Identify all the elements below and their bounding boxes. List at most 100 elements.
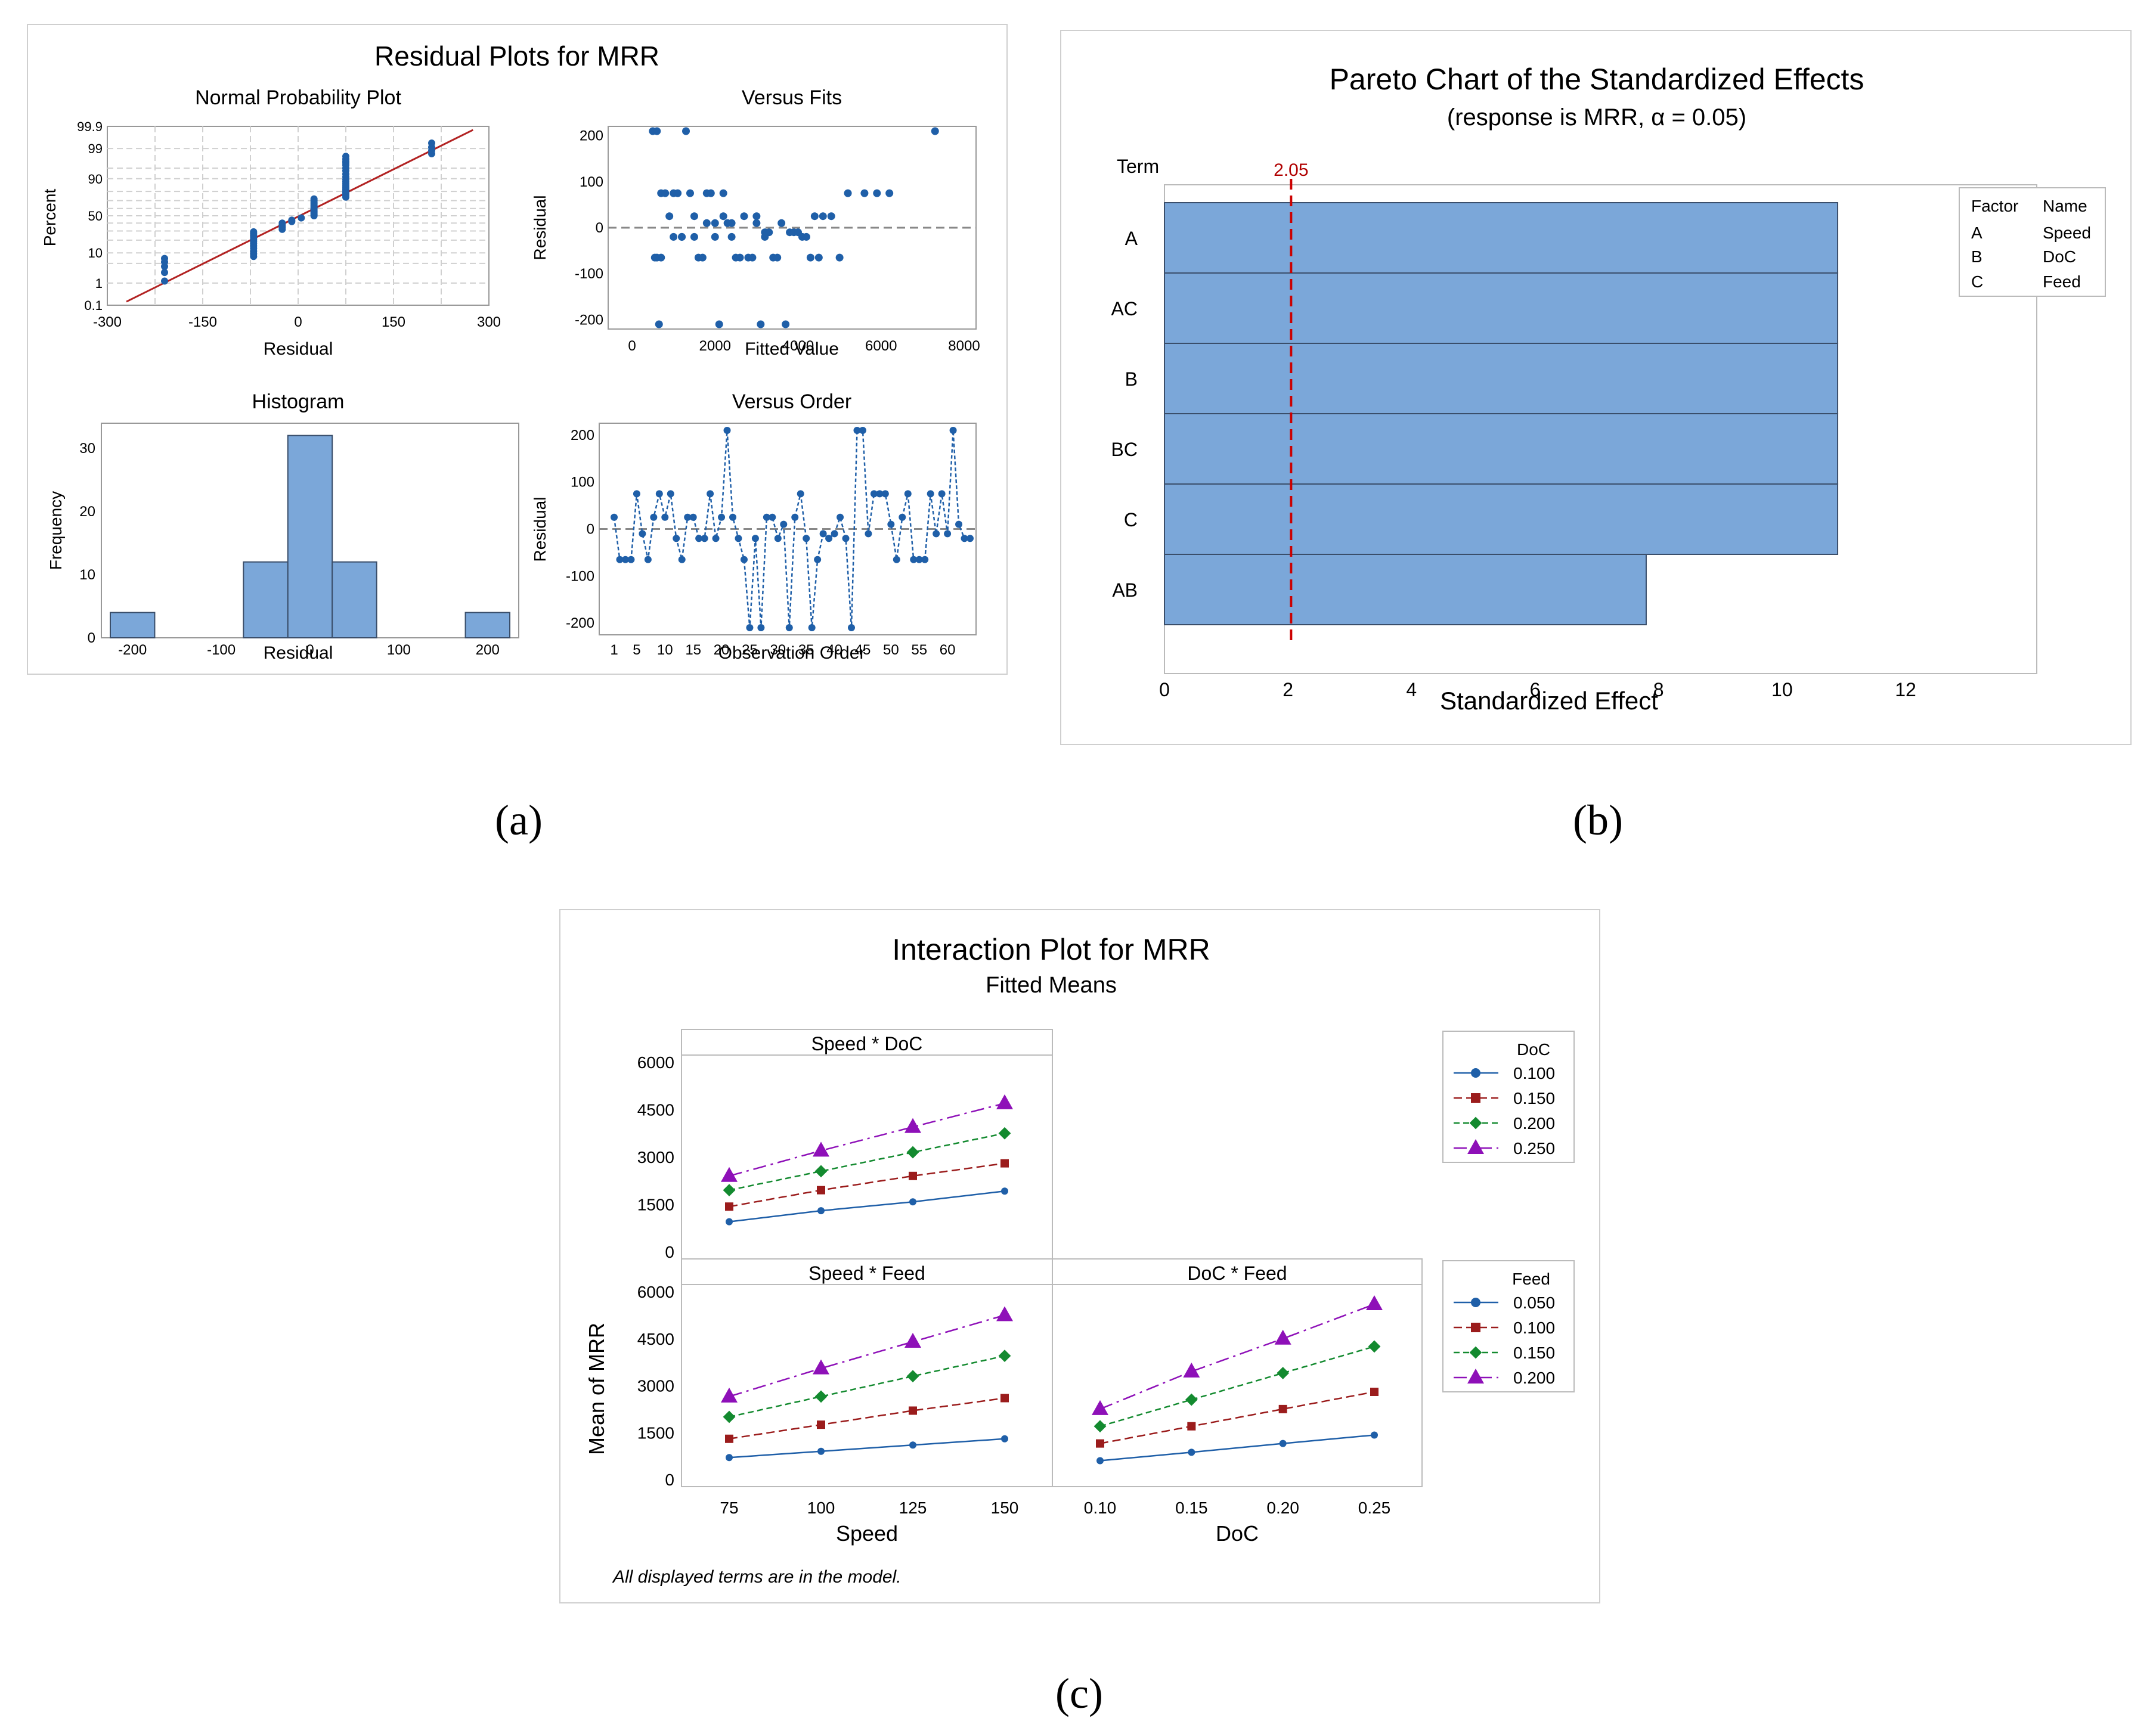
ip-marker-diamond [1185,1393,1198,1406]
ip-ytick-label: 0 [665,1243,674,1261]
npp-title: Normal Probability Plot [195,86,401,109]
pareto-category-label: BC [1111,439,1138,460]
vo-point [910,556,918,563]
npp-ytick-label: 50 [88,209,103,224]
vo-point [881,490,889,498]
ip-xtick-label: 0.25 [1358,1499,1391,1517]
interaction-subtitle: Fitted Means [986,973,1117,998]
vo-point [785,624,793,631]
ip-ytick-label: 1500 [637,1423,674,1442]
vf-point [650,253,659,262]
npp-point [310,195,318,203]
ip-ytick-label: 3000 [637,1377,674,1395]
ip-series-line [729,1162,1005,1208]
vf-point [655,320,663,328]
vo-point [621,556,629,563]
ip-marker-circle [817,1207,825,1215]
ip-ytick-label: 4500 [637,1101,674,1119]
legend-item-label: 0.100 [1513,1064,1555,1082]
ip-marker-triangle [1274,1329,1291,1345]
interaction-title: Interaction Plot for MRR [892,933,1210,966]
vo-point [915,556,923,563]
vf-xtick-label: 2000 [699,338,731,354]
vf-point [931,127,939,135]
ip-marker-diamond [814,1390,828,1403]
vo-point [684,513,692,521]
ip-footnote: All displayed terms are in the model. [612,1567,902,1587]
caption-a: (a) [495,796,543,844]
vo-ytick-label: 100 [571,474,594,491]
vo-title: Versus Order [732,390,851,413]
ip-series-line [729,1190,1005,1223]
ip-marker-square [1000,1159,1009,1168]
vf-point [752,219,761,227]
vf-point [719,189,727,197]
vo-point [859,427,866,434]
ip-marker-square [1096,1439,1104,1448]
vo-xtick-label: 60 [940,642,956,658]
vf-point [802,232,810,241]
vo-point [876,490,884,498]
hist-bar [287,435,333,639]
vo-point [825,535,833,542]
vo-point [870,490,878,498]
hist-ytick-label: 10 [79,567,95,583]
ip-marker-square [817,1420,825,1429]
ip-series-line [1099,1391,1375,1444]
vf-point [690,212,698,221]
vf-point [814,253,823,262]
ip-marker-diamond [998,1127,1011,1140]
vo-xtick-label: 55 [911,642,927,658]
vo-xtick-label: 1 [610,642,618,658]
ip-marker-diamond [1094,1420,1107,1433]
vo-point [707,490,714,498]
vo-point [644,556,652,563]
vf-xtick-label: 8000 [948,338,980,354]
interaction-svg: Interaction Plot for MRR Fitted Means Me… [584,933,1575,1587]
ip-marker-diamond [1277,1367,1290,1379]
vo-point [831,530,838,538]
pareto-legend: Factor Name A Speed B DoC C Feed [1959,187,2106,297]
pareto-category-label: A [1125,228,1138,249]
vo-xtick-label: 35 [798,642,814,658]
vf-xtick-label: 0 [628,338,636,354]
pareto-bar [1164,272,1839,344]
vf-point [711,232,719,241]
vf-point [670,232,678,241]
legend-item-label: 0.250 [1513,1139,1555,1158]
vo-ytick-label: 0 [587,522,594,538]
vo-point [955,520,963,528]
vf-point [782,320,790,328]
vo-point [899,513,906,521]
legend-item-label: 0.150 [1513,1089,1555,1108]
vf-ytick-label: -100 [575,266,603,282]
npp-ylabel: Percent [41,189,59,247]
vf-point [819,212,827,221]
ip-marker-diamond [1368,1340,1381,1353]
hist-bar [464,612,510,638]
legend-factor-b: B [1971,247,1982,266]
vf-point [844,189,852,197]
hist-bar [110,612,156,638]
hist-bar [243,561,289,639]
npp-point [278,219,286,227]
vo-ytick-label: -100 [566,568,594,584]
npp-xlabel: Residual [264,339,333,359]
vf-point [690,232,698,241]
legend-header-factor: Factor [1971,197,2018,215]
vf-point [711,219,719,227]
npp-point [342,153,349,160]
legend-item-label: 0.200 [1513,1114,1555,1133]
vo-point [938,490,946,498]
ip-marker-circle [1279,1440,1287,1447]
ip-marker-diamond [723,1184,736,1197]
vf-point [736,253,744,262]
vf-xlabel: Fitted Value [745,339,839,359]
vf-xtick-label: 6000 [865,338,897,354]
vo-point [774,535,782,542]
npp-point [428,139,435,147]
vo-ylabel: Residual [531,497,549,562]
ip-panel-1-frame [681,1029,1053,1260]
vo-point [933,530,940,538]
npp-xtick-label: 150 [382,314,405,330]
